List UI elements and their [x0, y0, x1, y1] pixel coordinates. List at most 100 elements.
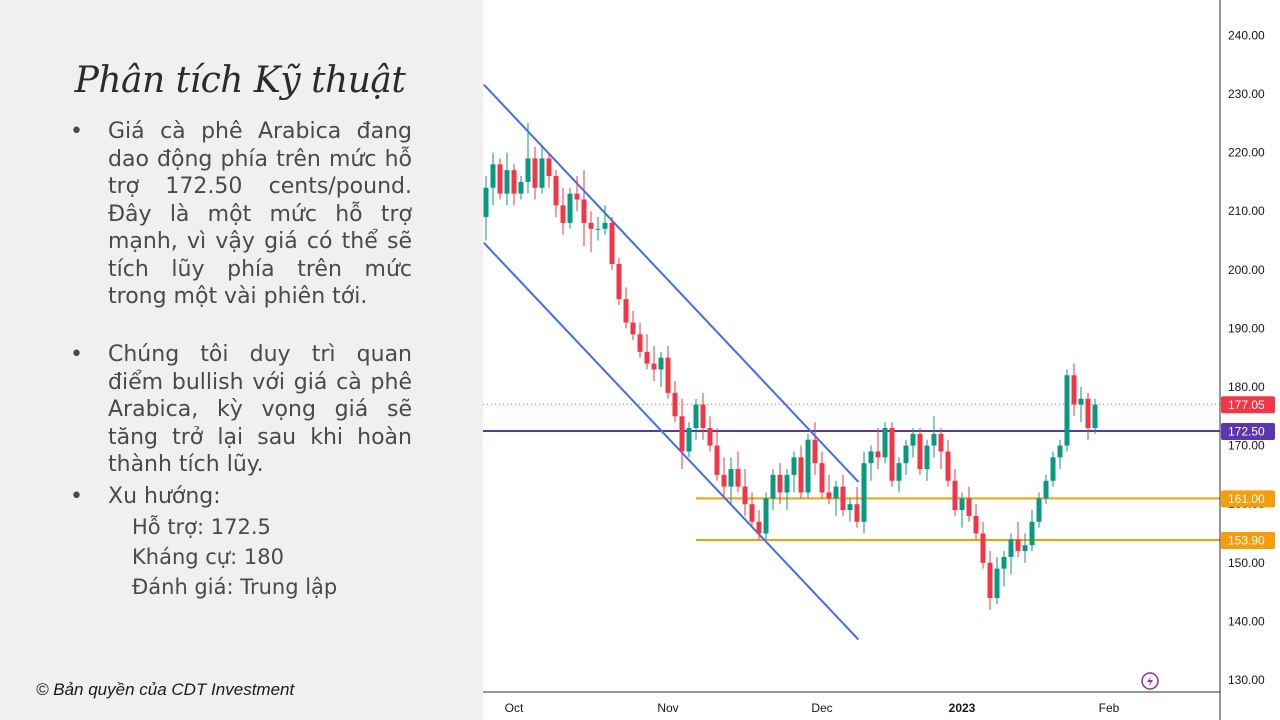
- price-tag-bg: [1221, 531, 1275, 549]
- price-tag-bg: [1221, 490, 1275, 508]
- candle: [756, 510, 762, 540]
- candle: [1015, 521, 1021, 557]
- candle: [742, 469, 748, 516]
- y-tick-label: 230.00: [1228, 87, 1265, 101]
- candle: [973, 504, 979, 540]
- price-tag-bg: [1221, 422, 1275, 440]
- candle: [868, 445, 874, 481]
- candle-body: [840, 486, 846, 511]
- copyright: © Bản quyền của CDT Investment: [36, 680, 295, 699]
- x-tick-label: Feb: [1099, 701, 1120, 715]
- candle-body: [903, 445, 909, 464]
- bullet-outlook: • Chúng tôi duy trì quan điểm bullish vớ…: [70, 341, 412, 479]
- candle-body: [714, 445, 720, 475]
- candle-body: [756, 521, 762, 534]
- candle: [546, 152, 552, 188]
- candle: [686, 422, 692, 458]
- candle: [1071, 363, 1077, 417]
- x-tick-label: 2023: [949, 701, 976, 715]
- candle-body: [1022, 545, 1028, 552]
- candle-body: [651, 363, 657, 370]
- candle: [952, 469, 958, 516]
- candle-body: [861, 463, 867, 522]
- candle: [609, 217, 615, 270]
- candle: [938, 428, 944, 470]
- candle: [840, 474, 846, 516]
- candle-body: [770, 474, 776, 499]
- candle-body: [1008, 539, 1014, 557]
- candle-body: [917, 433, 923, 470]
- candle-body: [672, 392, 678, 417]
- candle-body: [952, 480, 958, 511]
- candle: [882, 422, 888, 464]
- candle: [665, 345, 671, 399]
- bullet-dot: •: [70, 119, 83, 144]
- trend-rating: Đánh giá: Trung lập: [132, 575, 338, 599]
- candle-body: [1029, 521, 1035, 546]
- candle-body: [700, 404, 706, 429]
- candle-body: [826, 492, 832, 499]
- candle-body: [546, 158, 552, 177]
- candle-body: [616, 263, 622, 300]
- slide-title: Phân tích Kỹ thuật: [74, 60, 406, 101]
- trend-resistance: Kháng cự: 180: [132, 545, 284, 569]
- price-tag: 161.00: [1221, 490, 1275, 508]
- candle-body: [784, 474, 790, 493]
- candle: [903, 439, 909, 475]
- candle-body: [749, 504, 755, 522]
- candle-body: [805, 439, 811, 493]
- candle: [623, 287, 629, 329]
- candle: [1029, 510, 1035, 552]
- candle-body: [588, 222, 594, 229]
- lightning-icon[interactable]: [1141, 672, 1159, 690]
- candle-body: [595, 228, 601, 230]
- y-tick-label: 240.00: [1228, 28, 1265, 42]
- candle: [553, 170, 559, 218]
- candle-body: [833, 486, 839, 499]
- price-chart[interactable]: 130.00140.00150.00160.00170.00180.00190.…: [483, 0, 1280, 720]
- candle: [805, 433, 811, 499]
- candle: [987, 551, 993, 610]
- candle: [728, 457, 734, 505]
- candle-body: [742, 486, 748, 505]
- candle-body: [728, 469, 734, 487]
- candle-body: [707, 428, 713, 446]
- candle: [511, 164, 517, 206]
- y-tick-label: 190.00: [1228, 321, 1265, 335]
- candle: [980, 521, 986, 569]
- candle: [819, 451, 825, 499]
- candle: [1008, 533, 1014, 575]
- candle: [1050, 451, 1056, 487]
- candle-body: [889, 428, 895, 481]
- candle: [1085, 392, 1091, 440]
- candle-body: [980, 533, 986, 563]
- channel-line[interactable]: [483, 83, 860, 483]
- y-tick-label: 220.00: [1228, 146, 1265, 160]
- channel-line[interactable]: [483, 242, 860, 641]
- candle: [994, 556, 1000, 604]
- candle: [847, 498, 853, 522]
- bullet-support: • Giá cà phê Arabica đang dao động phía …: [70, 118, 412, 311]
- bullet-trend: • Xu hướng:: [70, 483, 412, 511]
- candle: [1001, 551, 1007, 587]
- candle-body: [882, 428, 888, 458]
- trend-support: Hỗ trợ: 172.5: [132, 515, 271, 539]
- candle: [1092, 398, 1098, 434]
- price-tag-label: 153.90: [1228, 533, 1265, 547]
- candle-body: [1043, 480, 1049, 499]
- candle: [1057, 439, 1063, 470]
- candle-body: [847, 504, 853, 511]
- candle: [525, 123, 531, 194]
- bullet-dot: •: [70, 342, 83, 367]
- candle-body: [539, 158, 545, 188]
- candle: [581, 170, 587, 247]
- candle: [560, 187, 566, 235]
- candle: [1036, 492, 1042, 528]
- candle-body: [1001, 556, 1007, 569]
- candle-body: [959, 498, 965, 511]
- candle-body: [1015, 539, 1021, 552]
- candle: [826, 474, 832, 505]
- candle-body: [679, 416, 685, 452]
- candle: [1078, 387, 1084, 423]
- text-panel: Phân tích Kỹ thuật • Giá cà phê Arabica …: [0, 0, 483, 720]
